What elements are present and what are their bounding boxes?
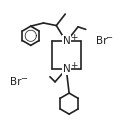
Text: N: N — [63, 64, 70, 74]
Text: −: − — [106, 33, 113, 42]
Text: Br: Br — [96, 36, 108, 46]
Text: +: + — [70, 61, 77, 70]
Text: N: N — [63, 36, 70, 46]
Text: Br: Br — [10, 77, 22, 87]
Text: −: − — [20, 74, 27, 83]
Text: +: + — [70, 33, 77, 41]
